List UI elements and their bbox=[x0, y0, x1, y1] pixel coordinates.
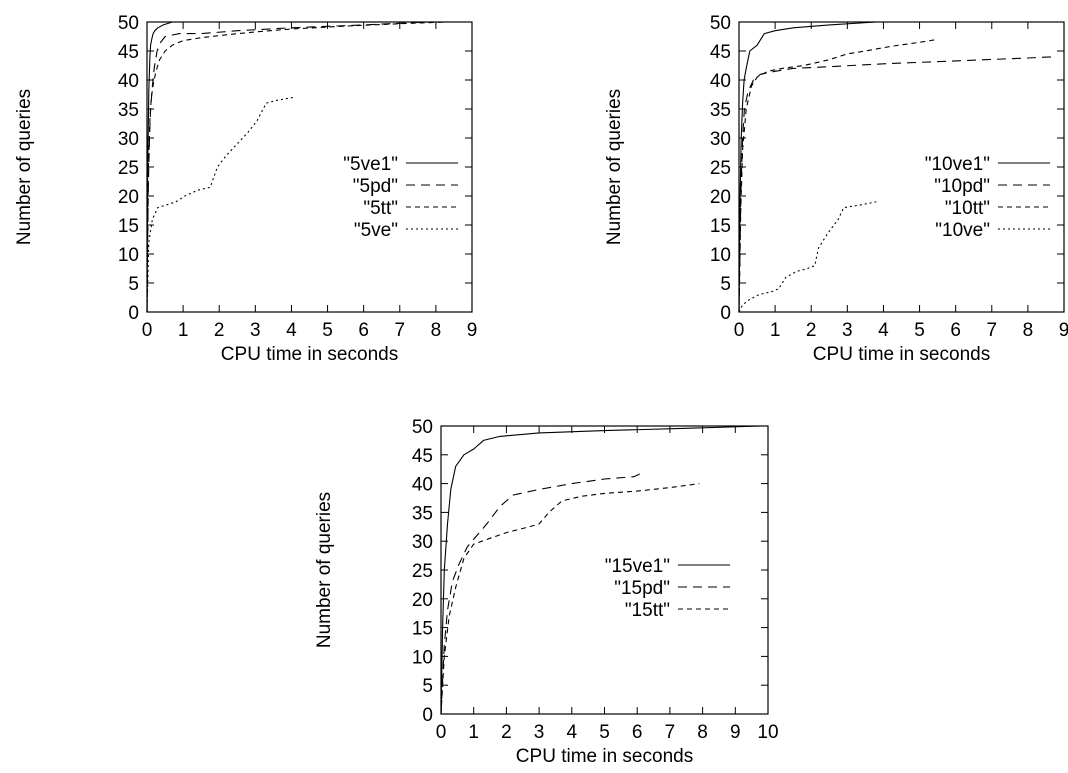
y-tick-label: 40 bbox=[412, 475, 433, 496]
x-tick-label: 0 bbox=[436, 722, 447, 743]
x-tick-label: 7 bbox=[394, 320, 405, 341]
y-tick-label: 0 bbox=[128, 303, 139, 324]
y-tick-label: 45 bbox=[710, 42, 731, 63]
legend-label: "5pd" bbox=[353, 176, 398, 197]
x-tick-label: 8 bbox=[697, 722, 708, 743]
y-tick-label: 50 bbox=[710, 13, 731, 34]
y-tick-label: 15 bbox=[710, 216, 731, 237]
y-tick-label: 50 bbox=[118, 13, 139, 34]
y-tick-label: 25 bbox=[710, 158, 731, 179]
legend-label: "15pd" bbox=[614, 578, 670, 599]
legend-label: "15tt" bbox=[625, 600, 670, 621]
x-tick-label: 0 bbox=[734, 320, 745, 341]
y-tick-label: 15 bbox=[412, 619, 433, 640]
y-tick-label: 35 bbox=[118, 100, 139, 121]
legend-label: "5ve" bbox=[354, 220, 398, 241]
y-tick-label: 45 bbox=[412, 446, 433, 467]
x-tick-label: 5 bbox=[322, 320, 333, 341]
legend-label: "10pd" bbox=[934, 176, 990, 197]
series-line-1 bbox=[738, 21, 877, 313]
y-tick-label: 10 bbox=[118, 245, 139, 266]
y-tick-label: 5 bbox=[422, 676, 433, 697]
x-tick-label: 3 bbox=[842, 320, 853, 341]
legend-label: "10tt" bbox=[945, 198, 990, 219]
series-line-1 bbox=[146, 21, 191, 313]
plot-frame bbox=[738, 21, 1065, 313]
y-tick-label: 25 bbox=[412, 561, 433, 582]
y-axis-label: Number of queries bbox=[604, 89, 625, 245]
x-tick-label: 9 bbox=[467, 320, 478, 341]
y-tick-label: 50 bbox=[412, 417, 433, 438]
x-tick-label: 8 bbox=[1023, 320, 1034, 341]
series-line-4 bbox=[146, 96, 294, 313]
x-tick-label: 9 bbox=[1059, 320, 1068, 341]
x-tick-label: 6 bbox=[358, 320, 369, 341]
x-tick-label: 1 bbox=[468, 722, 479, 743]
x-axis-label: CPU time in seconds bbox=[813, 344, 990, 365]
y-tick-label: 20 bbox=[412, 590, 433, 611]
y-tick-label: 10 bbox=[412, 647, 433, 668]
legend-label: "15ve1" bbox=[605, 556, 670, 577]
y-tick-label: 40 bbox=[118, 71, 139, 92]
y-tick-label: 30 bbox=[118, 129, 139, 150]
x-tick-label: 9 bbox=[730, 722, 741, 743]
x-tick-label: 7 bbox=[665, 722, 676, 743]
series-line-3 bbox=[738, 38, 938, 313]
x-tick-label: 7 bbox=[986, 320, 997, 341]
x-tick-label: 1 bbox=[178, 320, 189, 341]
series-line-1 bbox=[440, 425, 762, 715]
x-tick-label: 3 bbox=[250, 320, 261, 341]
y-tick-label: 40 bbox=[710, 71, 731, 92]
x-tick-label: 1 bbox=[770, 320, 781, 341]
y-tick-label: 20 bbox=[118, 187, 139, 208]
y-tick-label: 10 bbox=[710, 245, 731, 266]
y-tick-label: 0 bbox=[422, 705, 433, 726]
x-tick-label: 5 bbox=[599, 722, 610, 743]
y-tick-label: 30 bbox=[710, 129, 731, 150]
y-tick-label: 45 bbox=[118, 42, 139, 63]
x-tick-label: 10 bbox=[757, 722, 778, 743]
x-tick-label: 2 bbox=[501, 722, 512, 743]
x-tick-label: 2 bbox=[214, 320, 225, 341]
y-tick-label: 25 bbox=[118, 158, 139, 179]
x-tick-label: 4 bbox=[878, 320, 889, 341]
y-tick-label: 35 bbox=[710, 100, 731, 121]
series-line-3 bbox=[440, 483, 700, 715]
y-tick-label: 30 bbox=[412, 532, 433, 553]
x-tick-label: 0 bbox=[142, 320, 153, 341]
series-line-2 bbox=[440, 471, 644, 715]
y-tick-label: 5 bbox=[720, 274, 731, 295]
x-axis-label: CPU time in seconds bbox=[516, 746, 693, 767]
legend-label: "10ve" bbox=[935, 220, 990, 241]
y-axis-label: Number of queries bbox=[14, 89, 35, 245]
series-line-2 bbox=[738, 56, 1054, 313]
x-tick-label: 8 bbox=[431, 320, 442, 341]
legend-label: "10ve1" bbox=[925, 154, 990, 175]
y-tick-label: 35 bbox=[412, 503, 433, 524]
y-tick-label: 20 bbox=[710, 187, 731, 208]
y-tick-label: 5 bbox=[128, 274, 139, 295]
y-tick-label: 0 bbox=[720, 303, 731, 324]
series-line-3 bbox=[146, 21, 447, 313]
x-tick-label: 3 bbox=[534, 722, 545, 743]
y-tick-label: 15 bbox=[118, 216, 139, 237]
x-tick-label: 2 bbox=[806, 320, 817, 341]
legend-label: "5ve1" bbox=[343, 154, 398, 175]
plot-frame bbox=[146, 21, 473, 313]
series-line-4 bbox=[738, 201, 877, 313]
x-tick-label: 4 bbox=[567, 722, 578, 743]
y-axis-label: Number of queries bbox=[314, 492, 335, 648]
x-tick-label: 6 bbox=[950, 320, 961, 341]
x-axis-label: CPU time in seconds bbox=[221, 344, 398, 365]
x-tick-label: 5 bbox=[914, 320, 925, 341]
legend-label: "5tt" bbox=[363, 198, 398, 219]
x-tick-label: 6 bbox=[632, 722, 643, 743]
x-tick-label: 4 bbox=[286, 320, 297, 341]
